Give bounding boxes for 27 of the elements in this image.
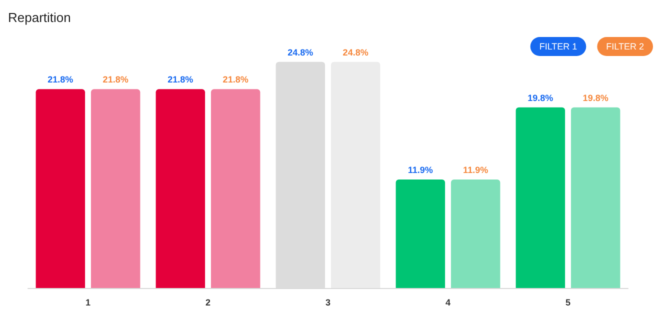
data-label: 21.8% [48,74,74,85]
data-label: 21.8% [222,74,248,85]
bar [396,179,446,288]
data-label: 24.8% [288,47,314,58]
data-label: 19.8% [528,92,554,103]
bar [210,89,260,288]
x-tick-label: 2 [205,298,211,308]
text: FILTER 1 [539,42,578,52]
bar [36,89,86,288]
data-label: 21.8% [168,74,194,85]
bar [570,107,620,288]
data-label: 11.9% [408,164,433,175]
data-label: 11.9% [463,164,488,175]
bar [156,89,206,288]
x-tick-label: 4 [445,298,451,308]
data-label: 19.8% [582,92,608,103]
bar [330,62,380,288]
bar [90,89,140,288]
bar [450,179,500,288]
x-tick-label: 3 [325,298,331,308]
data-label: 24.8% [342,47,368,58]
bar [516,107,566,288]
text: FILTER 2 [606,42,644,52]
chart-title: Repartition [8,10,71,25]
x-tick-label: 5 [565,298,571,308]
x-tick-label: 1 [85,298,91,308]
data-label: 21.8% [102,74,128,85]
